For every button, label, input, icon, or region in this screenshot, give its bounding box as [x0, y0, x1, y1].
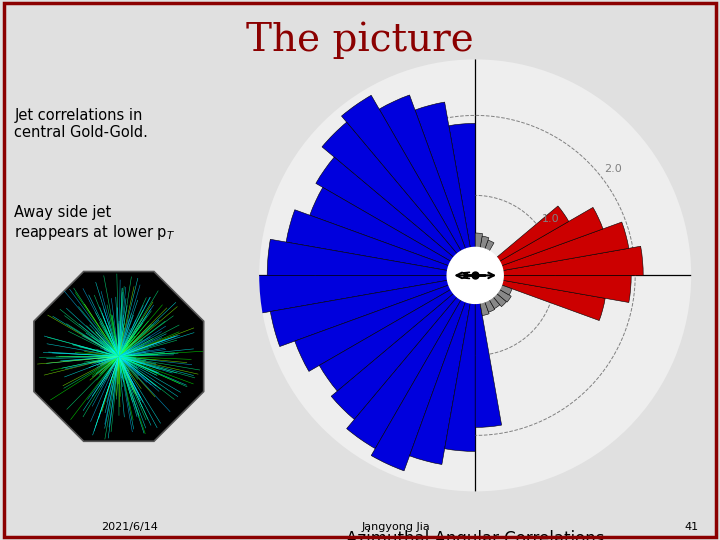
Bar: [445, 303, 475, 451]
Bar: [493, 293, 506, 307]
Bar: [475, 233, 482, 248]
Bar: [294, 285, 451, 372]
Text: Jangyong Jia: Jangyong Jia: [361, 522, 431, 532]
Text: 1.0: 1.0: [541, 214, 559, 224]
Bar: [310, 187, 451, 266]
Polygon shape: [447, 247, 503, 303]
Text: 2.0: 2.0: [604, 165, 622, 174]
Bar: [489, 297, 500, 309]
Bar: [503, 275, 631, 302]
Text: 2021/6/14: 2021/6/14: [102, 522, 158, 532]
Bar: [502, 280, 606, 321]
Bar: [316, 157, 454, 261]
Bar: [410, 302, 470, 464]
Text: Away side jet
reappears at lower p$_T$: Away side jet reappears at lower p$_T$: [14, 205, 176, 242]
Bar: [331, 293, 457, 420]
Text: Azimuthal Angular Correlations: Azimuthal Angular Correlations: [346, 530, 605, 540]
Bar: [341, 95, 462, 254]
Bar: [319, 289, 454, 391]
Text: Jet correlations in
central Gold-Gold.: Jet correlations in central Gold-Gold.: [14, 108, 148, 140]
Bar: [372, 300, 466, 471]
Bar: [485, 240, 494, 251]
Bar: [379, 95, 466, 251]
Bar: [503, 246, 643, 275]
Bar: [480, 236, 489, 249]
Bar: [346, 297, 462, 449]
Bar: [497, 206, 569, 261]
Bar: [449, 124, 475, 248]
Bar: [251, 275, 448, 314]
Bar: [480, 302, 489, 315]
Bar: [500, 207, 603, 266]
Text: 41: 41: [684, 522, 698, 532]
Bar: [322, 122, 457, 258]
Bar: [475, 303, 502, 427]
Bar: [500, 285, 512, 295]
Bar: [485, 300, 495, 312]
Bar: [267, 239, 448, 275]
Bar: [415, 102, 470, 249]
Bar: [502, 222, 629, 271]
Bar: [270, 280, 449, 347]
Bar: [286, 210, 449, 271]
Text: The picture: The picture: [246, 22, 474, 59]
Polygon shape: [34, 272, 204, 441]
Bar: [497, 289, 511, 302]
